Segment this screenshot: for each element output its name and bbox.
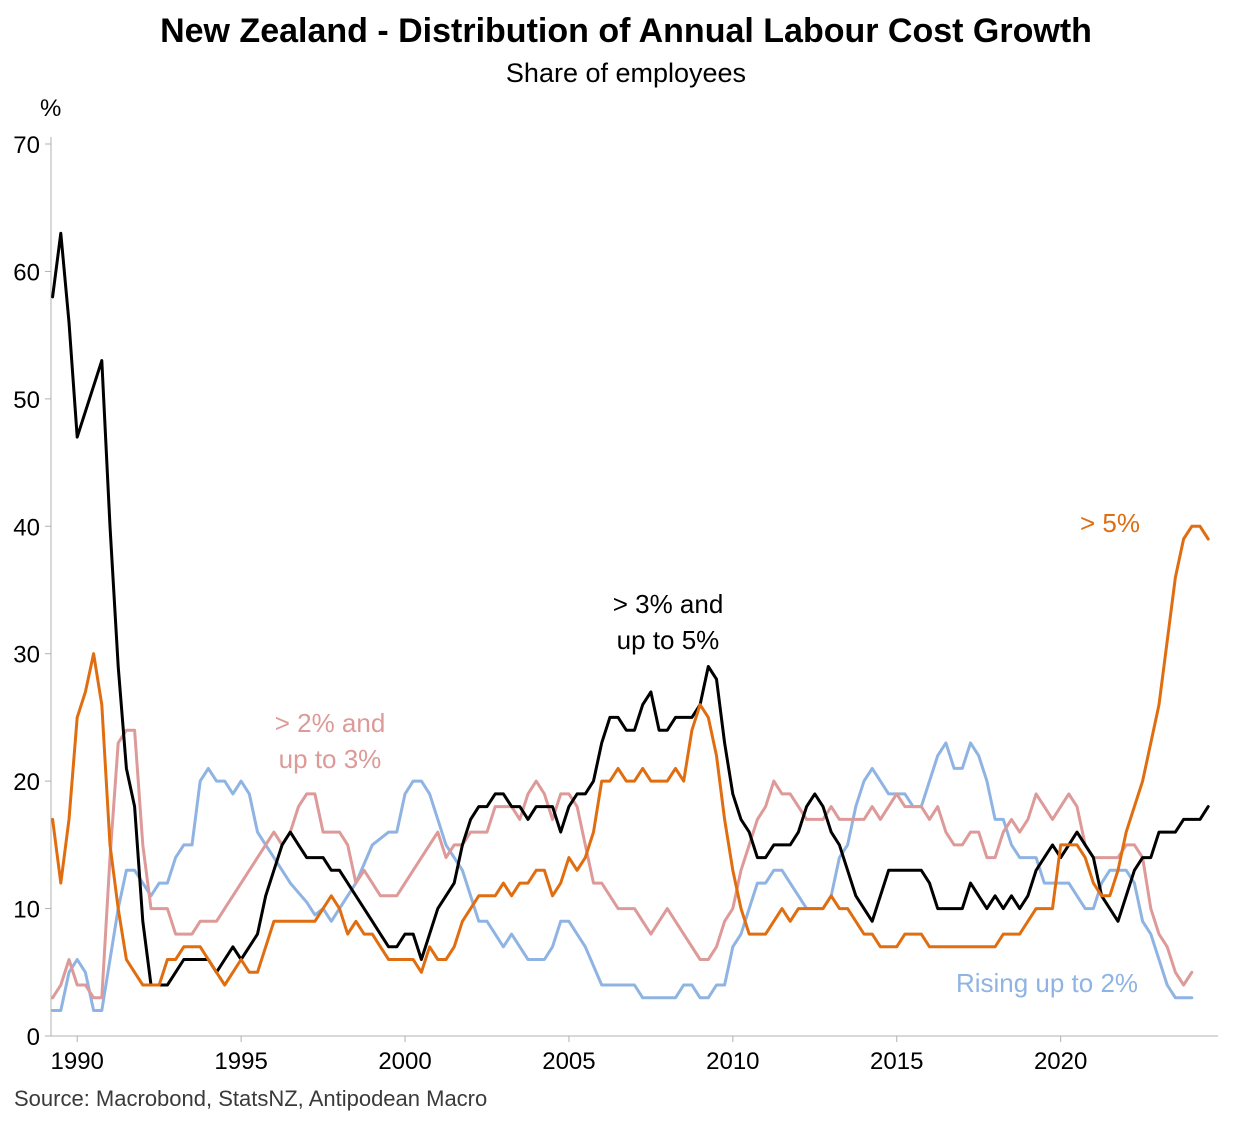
y-ticks: 0 10 20 30 40 50 60 70 <box>13 132 51 1051</box>
chart-title: New Zealand - Distribution of Annual Lab… <box>160 12 1092 50</box>
series-line-rising-up-to-2 <box>51 741 1194 1012</box>
y-tick-label: 70 <box>13 132 40 159</box>
x-tick-label: 2005 <box>542 1048 595 1075</box>
y-tick-label: 40 <box>13 514 40 541</box>
y-tick-label: 30 <box>13 642 40 669</box>
y-tick-label: 60 <box>13 259 40 286</box>
x-tick-label: 2015 <box>870 1048 923 1075</box>
x-tick-label: 2020 <box>1034 1048 1087 1075</box>
x-tick-label: 2010 <box>706 1048 759 1075</box>
series-lines <box>51 231 1210 1012</box>
y-tick-label: 10 <box>13 897 40 924</box>
x-tick-label: 2000 <box>378 1048 431 1075</box>
y-tick-label: 0 <box>27 1024 40 1051</box>
series-line-2-and-up-to-3 <box>51 728 1194 1000</box>
series-label: up to 5% <box>617 625 720 655</box>
y-axis-label: % <box>40 95 61 122</box>
chart-subtitle: Share of employees <box>506 58 746 88</box>
series-line-3-and-up-to-5 <box>51 231 1210 987</box>
x-tick-label: 1990 <box>51 1048 104 1075</box>
x-tick-label: 1995 <box>214 1048 267 1075</box>
series-label: > 2% and <box>275 708 386 738</box>
series-label: > 3% and <box>613 589 724 619</box>
y-tick-label: 20 <box>13 769 40 796</box>
axes <box>50 137 1218 1037</box>
source-note: Source: Macrobond, StatsNZ, Antipodean M… <box>14 1086 487 1111</box>
series-labels: Rising up to 2% > 2% and up to 3% > 3% and u… <box>275 508 1140 998</box>
series-label: Rising up to 2% <box>956 968 1138 998</box>
x-ticks: 1990 1995 2000 2005 2010 2015 2020 <box>51 1036 1087 1075</box>
y-tick-label: 50 <box>13 387 40 414</box>
series-label: > 5% <box>1080 508 1140 538</box>
series-label: up to 3% <box>279 744 382 774</box>
series-line-5 <box>51 524 1210 987</box>
